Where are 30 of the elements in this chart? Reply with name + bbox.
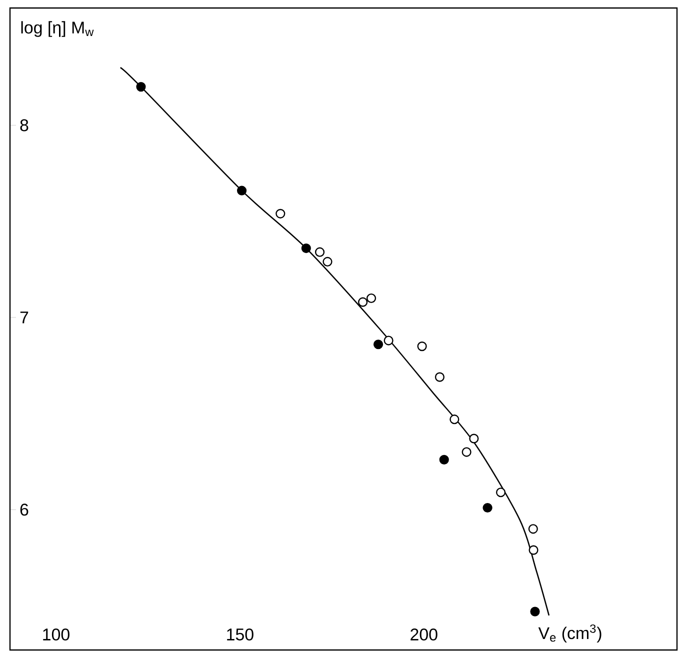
point (469, 434, 479, 444)
point (358, 297, 368, 307)
point (528, 545, 538, 555)
point (373, 340, 384, 350)
y-tick-label: 6 (20, 504, 28, 516)
point (322, 256, 332, 267)
line-series (120, 66, 550, 616)
point (434, 372, 445, 382)
point (496, 488, 506, 498)
point (276, 208, 286, 218)
point (439, 454, 449, 464)
point (384, 336, 394, 346)
point (236, 186, 247, 196)
x-axis-title: V$_{e}$ (cm$^{3}$) (538, 624, 602, 642)
y-axis-title: log [η] M$_{w}$ (21, 21, 94, 37)
point (462, 447, 472, 457)
y-tick-label: 8 (20, 119, 28, 132)
x-tick-label: 100 (43, 628, 70, 640)
point (366, 293, 376, 304)
point (417, 341, 427, 352)
point (528, 524, 538, 534)
x-tick-label: 150 (227, 628, 254, 640)
point (482, 502, 492, 513)
point (301, 243, 311, 254)
x-tick-label: 200 (410, 628, 438, 640)
point (136, 82, 146, 92)
y-tick-label: 7 (20, 312, 28, 324)
point (530, 606, 540, 616)
point (450, 414, 460, 424)
point (314, 247, 325, 257)
